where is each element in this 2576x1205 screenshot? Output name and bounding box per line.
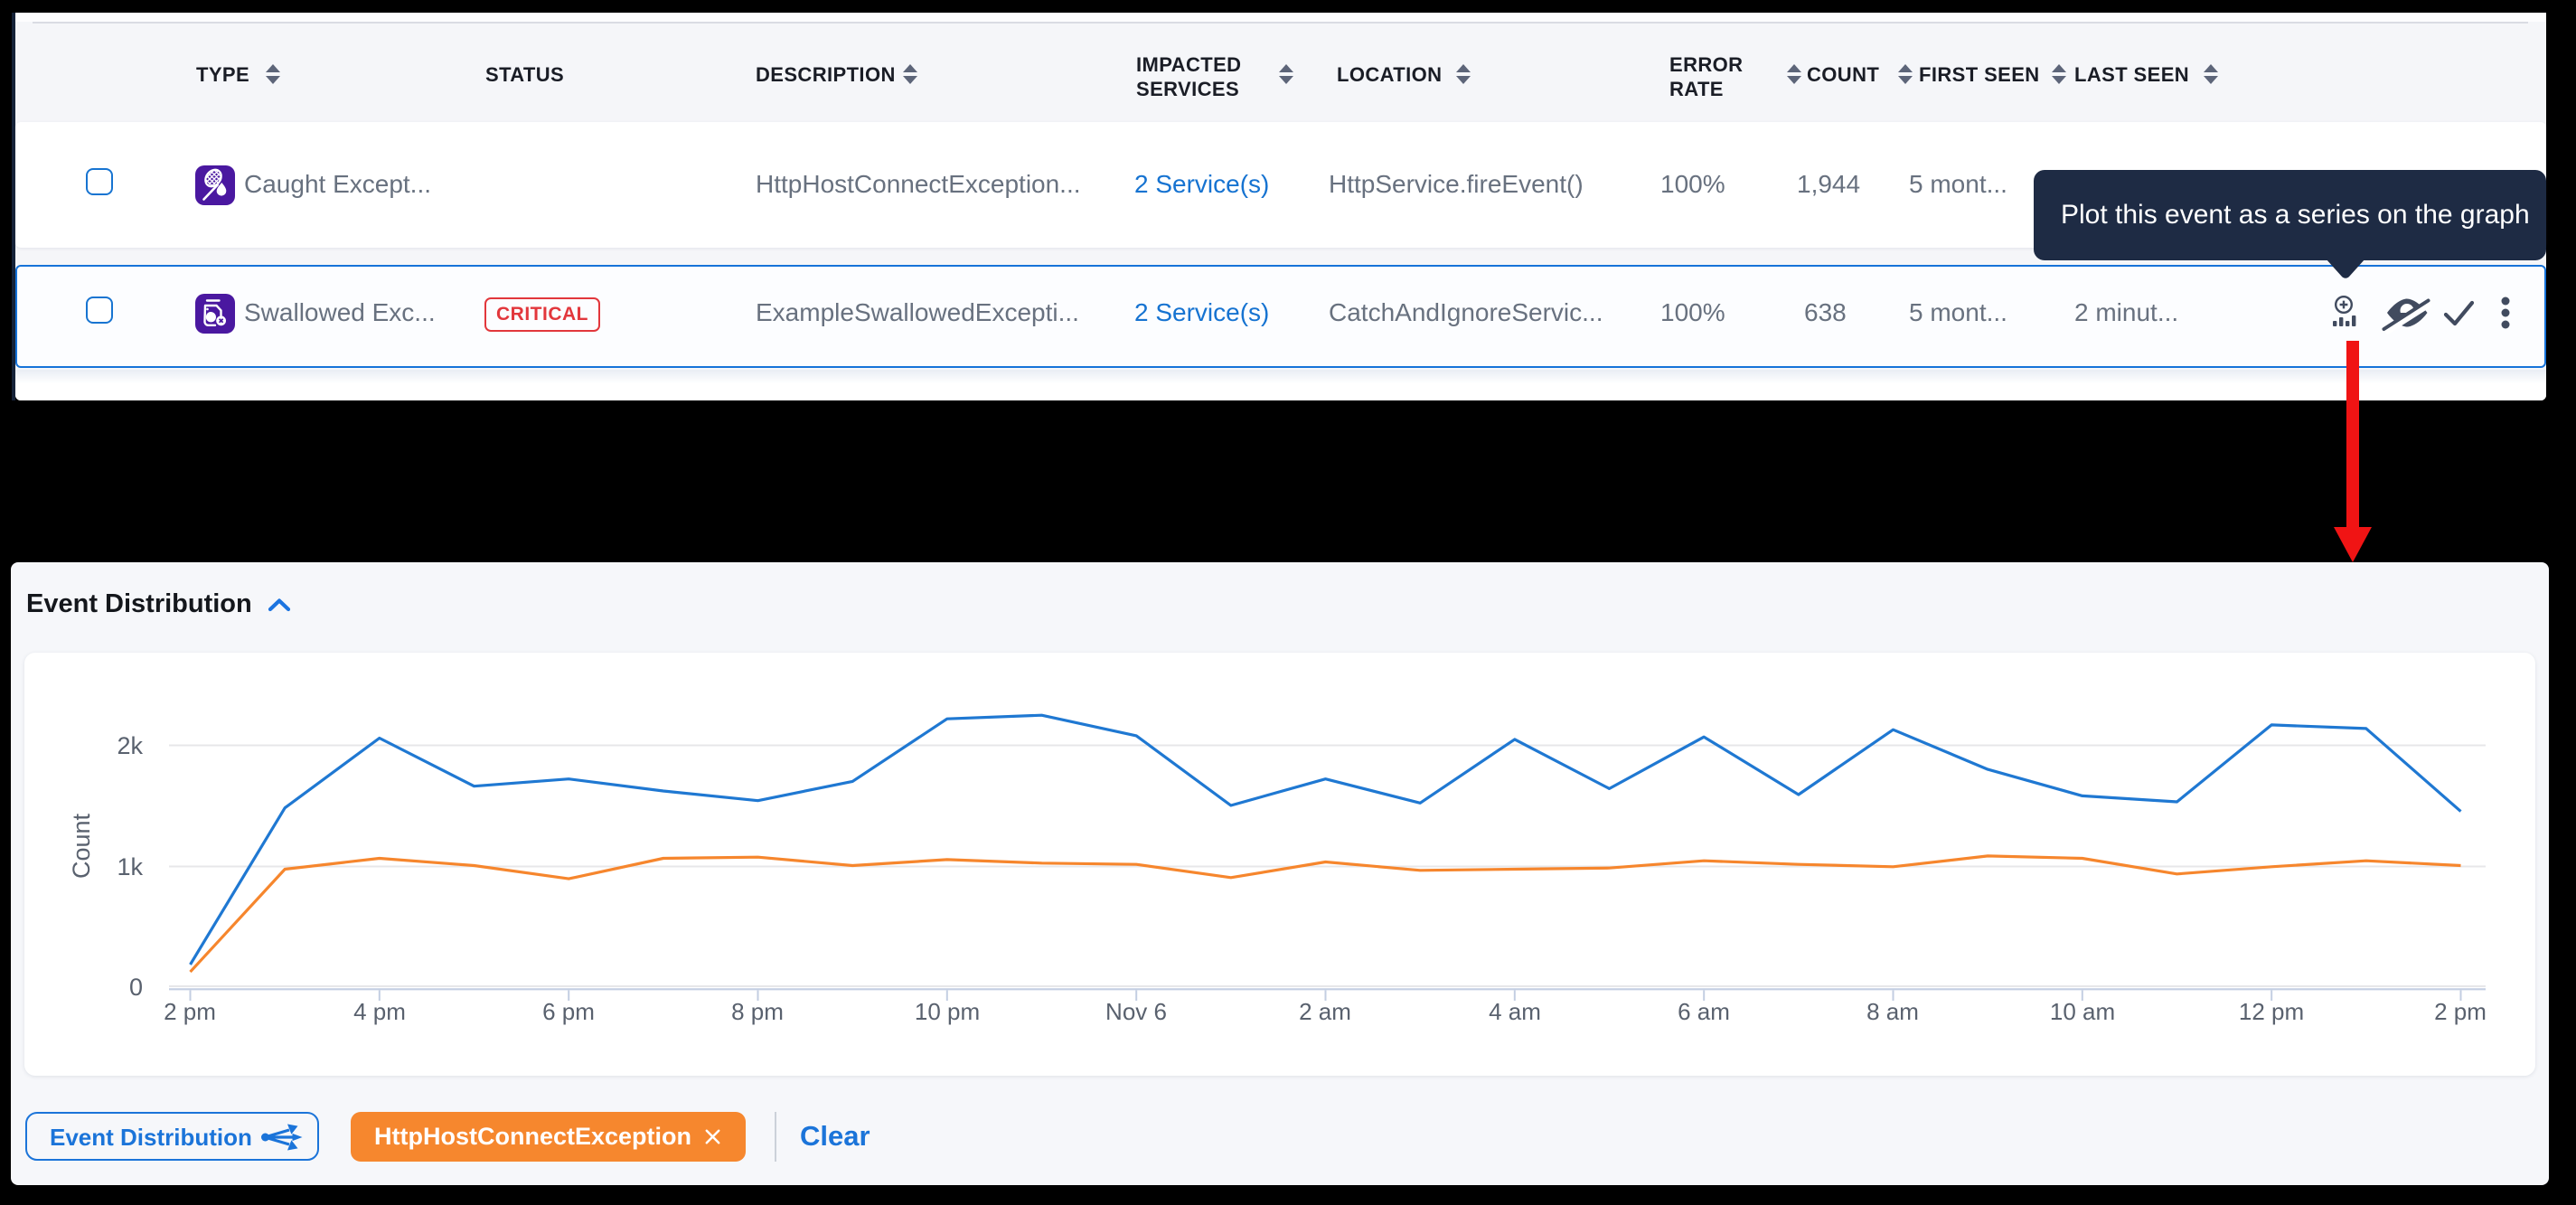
svg-text:1k: 1k <box>117 853 143 880</box>
svg-text:Count: Count <box>68 813 95 879</box>
svg-text:0: 0 <box>129 974 143 1001</box>
svg-text:2k: 2k <box>117 732 143 759</box>
